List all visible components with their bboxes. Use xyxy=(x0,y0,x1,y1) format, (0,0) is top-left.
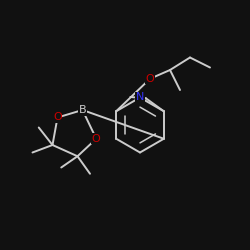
Text: O: O xyxy=(53,112,62,122)
Text: O: O xyxy=(92,134,100,144)
Text: B: B xyxy=(79,105,86,115)
Text: N: N xyxy=(136,92,144,102)
Text: O: O xyxy=(146,74,154,84)
